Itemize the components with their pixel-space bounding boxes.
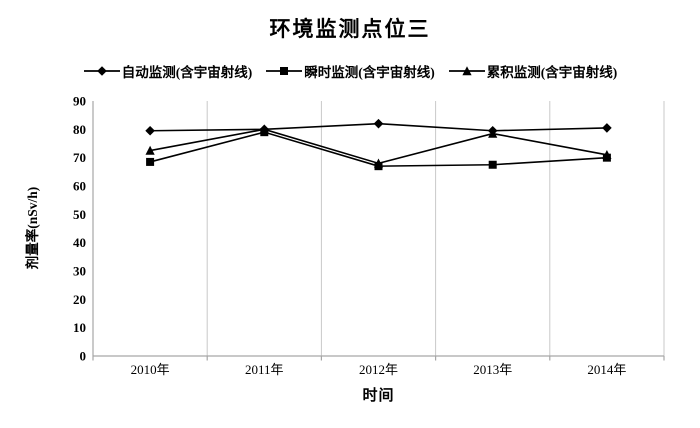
- y-tick-label: 0: [80, 349, 87, 364]
- x-tick-label: 2012年: [359, 362, 398, 377]
- diamond-marker-icon: [373, 118, 384, 129]
- series-line-triangle: [149, 128, 608, 165]
- triangle-marker-icon: [373, 158, 384, 168]
- square-marker-icon: [266, 67, 303, 75]
- legend-item-auto-monitoring: 自动监测(含宇宙射线): [83, 61, 253, 81]
- diamond-marker-icon: [602, 123, 612, 133]
- y-tick-label: 70: [73, 150, 86, 165]
- y-tick-label: 40: [73, 235, 86, 250]
- x-axis-title: 时间: [362, 388, 395, 404]
- y-tick-label: 50: [73, 207, 86, 222]
- triangle-marker-icon: [259, 124, 269, 134]
- square-marker-icon: [488, 160, 497, 169]
- diamond-marker-icon: [83, 66, 120, 76]
- triangle-marker-icon: [488, 128, 498, 138]
- diamond-marker-icon: [145, 125, 155, 136]
- triangle-marker-icon: [602, 150, 612, 160]
- y-tick-label: 30: [73, 264, 86, 279]
- diamond-marker-icon: [96, 66, 107, 76]
- y-tick-label: 20: [73, 292, 86, 307]
- legend-label: 自动监测(含宇宙射线): [121, 65, 253, 80]
- x-tick-label: 2013年: [473, 362, 512, 377]
- y-axis-title: 剂量率(nSv/h): [25, 186, 40, 270]
- triangle-marker-icon: [145, 145, 155, 155]
- line-chart: 0 10 20 30 40 50 60 70 80 90 2010年 2011年 2012年 2013年 2…: [73, 94, 665, 377]
- y-tick-label: 80: [73, 122, 86, 137]
- x-tick-label: 2010年: [131, 362, 170, 377]
- legend-item-cumulative-monitoring: 累积监测(含宇宙射线): [448, 61, 618, 81]
- legend: 自动监测(含宇宙射线) 瞬时监测(含宇宙射线) 累积监测(含宇宙射线): [0, 61, 700, 81]
- x-tick-label: 2011年: [245, 362, 284, 377]
- triangle-marker-icon: [448, 66, 485, 76]
- y-tick-label: 10: [73, 320, 86, 335]
- y-tick-label: 60: [73, 179, 86, 194]
- x-tick-label: 2014年: [587, 362, 626, 377]
- legend-item-instant-monitoring: 瞬时监测(含宇宙射线): [265, 61, 435, 81]
- legend-label: 累积监测(含宇宙射线): [486, 65, 618, 80]
- square-marker-icon: [280, 67, 289, 75]
- square-marker-icon: [146, 157, 155, 166]
- legend-label: 瞬时监测(含宇宙射线): [304, 65, 435, 80]
- chart-title: 环境监测点位三: [269, 17, 431, 41]
- triangle-marker-icon: [462, 66, 472, 76]
- y-tick-label: 90: [73, 94, 86, 109]
